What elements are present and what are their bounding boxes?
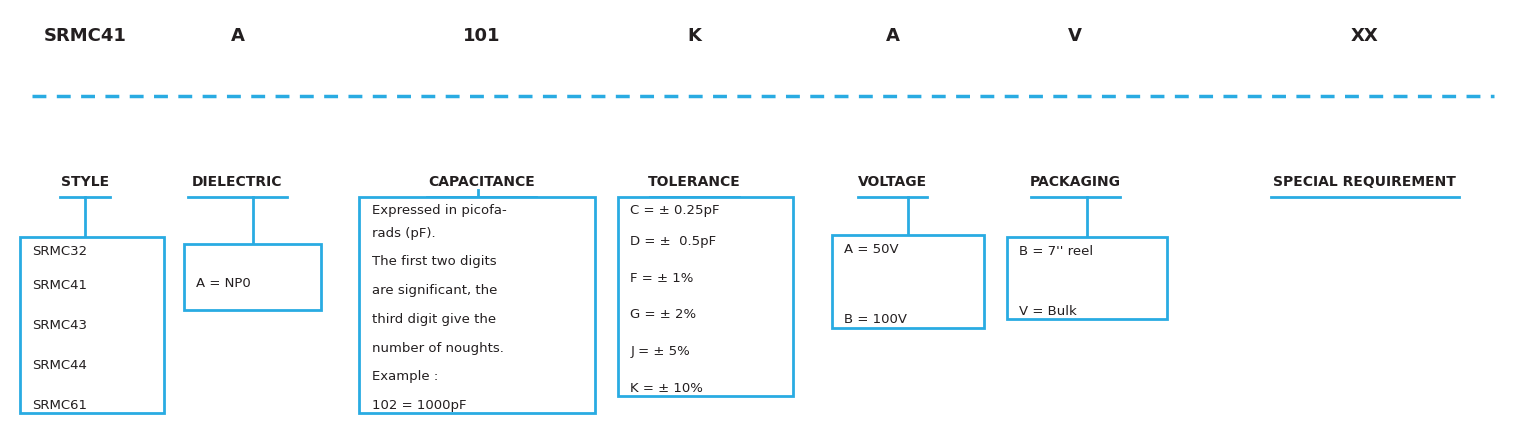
Text: VOLTAGE: VOLTAGE: [858, 175, 926, 189]
FancyBboxPatch shape: [20, 238, 165, 413]
Text: DIELECTRIC: DIELECTRIC: [192, 175, 282, 189]
Text: G = ± 2%: G = ± 2%: [630, 308, 696, 321]
Text: SRMC43: SRMC43: [32, 319, 87, 332]
Text: B = 7'' reel: B = 7'' reel: [1019, 245, 1093, 258]
Text: V: V: [1068, 27, 1082, 45]
Text: B = 100V: B = 100V: [844, 313, 906, 326]
Text: third digit give the: third digit give the: [371, 313, 496, 326]
Text: D = ±  0.5pF: D = ± 0.5pF: [630, 235, 717, 248]
Text: 101: 101: [462, 27, 501, 45]
Text: SRMC61: SRMC61: [32, 399, 87, 412]
Text: SPECIAL REQUIREMENT: SPECIAL REQUIREMENT: [1273, 175, 1456, 189]
Text: A: A: [230, 27, 244, 45]
Text: The first two digits: The first two digits: [371, 255, 496, 268]
Text: A = 50V: A = 50V: [844, 243, 899, 256]
FancyBboxPatch shape: [185, 244, 322, 311]
Text: J = ± 5%: J = ± 5%: [630, 345, 690, 358]
Text: SRMC32: SRMC32: [32, 245, 87, 258]
FancyBboxPatch shape: [359, 197, 595, 413]
Text: A: A: [885, 27, 899, 45]
Text: SRMC41: SRMC41: [44, 27, 127, 45]
Text: TOLERANCE: TOLERANCE: [649, 175, 740, 189]
Text: PACKAGING: PACKAGING: [1030, 175, 1120, 189]
Text: CAPACITANCE: CAPACITANCE: [427, 175, 534, 189]
Text: 102 = 1000pF: 102 = 1000pF: [371, 399, 465, 412]
FancyBboxPatch shape: [1007, 238, 1167, 319]
Text: SRMC41: SRMC41: [32, 279, 87, 292]
Text: STYLE: STYLE: [61, 175, 110, 189]
Text: K = ± 10%: K = ± 10%: [630, 382, 703, 395]
Text: rads (pF).: rads (pF).: [371, 227, 435, 240]
Text: are significant, the: are significant, the: [371, 284, 497, 297]
Text: A = NP0: A = NP0: [197, 277, 252, 290]
Text: number of noughts.: number of noughts.: [371, 342, 504, 355]
FancyBboxPatch shape: [832, 235, 984, 327]
Text: Example :: Example :: [371, 371, 438, 384]
Text: XX: XX: [1351, 27, 1378, 45]
Text: K: K: [688, 27, 702, 45]
Text: C = ± 0.25pF: C = ± 0.25pF: [630, 204, 720, 217]
FancyBboxPatch shape: [618, 197, 794, 396]
Text: Expressed in picofa-: Expressed in picofa-: [371, 204, 507, 217]
Text: F = ± 1%: F = ± 1%: [630, 272, 694, 285]
Text: SRMC44: SRMC44: [32, 359, 87, 372]
Text: V = Bulk: V = Bulk: [1019, 305, 1077, 318]
